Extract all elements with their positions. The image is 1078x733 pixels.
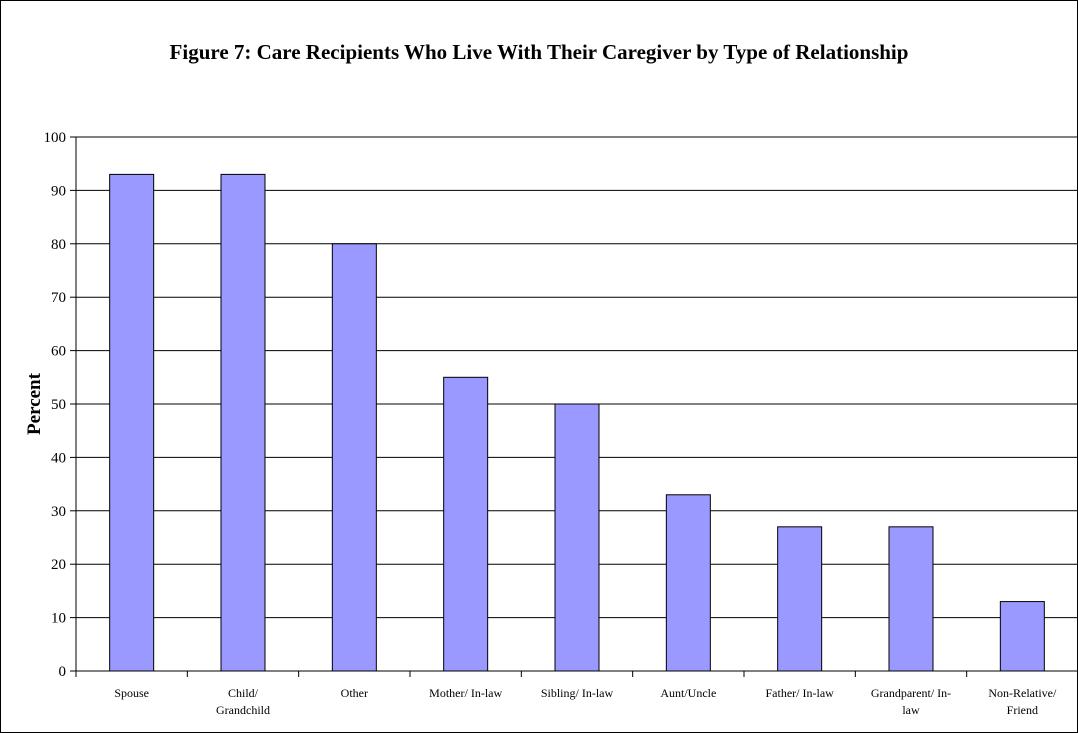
x-category-label: Non-Relative/Friend [988, 686, 1057, 717]
x-category-label: Spouse [114, 686, 149, 700]
x-category-labels: Spouse Child/Grandchild Other Mother/ In-la… [114, 686, 1057, 717]
x-category-label: Father/ In-law [766, 686, 835, 700]
x-category-label: Sibling/ In-law [541, 686, 614, 700]
axes [75, 137, 1078, 677]
x-category-label: Other [341, 686, 368, 700]
bar [665, 494, 711, 672]
y-tick-label: 0 [59, 664, 67, 680]
y-tick-label: 90 [51, 183, 66, 199]
y-axis-label: Percent [24, 372, 45, 435]
x-category-label: Mother/ In-law [429, 686, 502, 700]
bar [220, 173, 266, 672]
bar [331, 243, 377, 672]
bar [888, 526, 934, 672]
y-tick-label: 100 [44, 130, 67, 146]
x-category-label: Aunt/Uncle [660, 686, 716, 700]
y-tick-label: 70 [51, 290, 66, 306]
bar [109, 173, 155, 672]
y-tick-label: 40 [51, 450, 66, 466]
x-category-label: Child/Grandchild [216, 686, 270, 717]
y-tick-label: 10 [51, 611, 66, 627]
y-tick-label: 50 [51, 397, 66, 413]
y-tick-labels: 0 10 20 30 40 50 60 70 80 90 100 [44, 130, 67, 680]
bar [777, 526, 823, 672]
chart-title: Figure 7: Care Recipients Who Live With … [169, 40, 909, 64]
y-tick-label: 30 [51, 504, 66, 520]
bar [999, 601, 1045, 672]
y-tick-label: 60 [51, 344, 66, 360]
y-tick-label: 80 [51, 237, 66, 253]
bar [554, 403, 600, 672]
y-tick-label: 20 [51, 557, 66, 573]
bars [109, 173, 1045, 672]
bar [443, 376, 489, 672]
x-category-label: Grandparent/ In-law [871, 686, 951, 717]
